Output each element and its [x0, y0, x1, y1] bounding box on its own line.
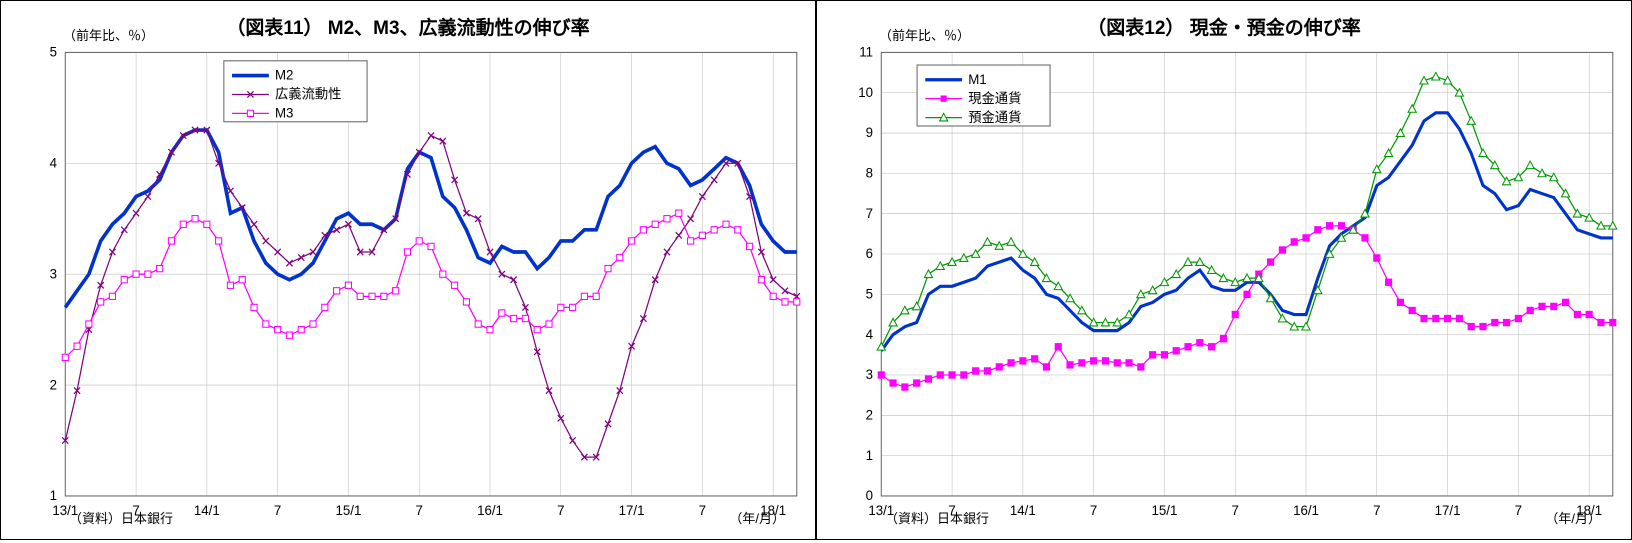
- svg-text:M1: M1: [968, 72, 986, 87]
- chart11-xlabel: （年/月）: [729, 508, 785, 527]
- svg-text:14/1: 14/1: [194, 503, 220, 518]
- svg-text:9: 9: [866, 125, 873, 140]
- svg-text:現金通貨: 現金通貨: [968, 90, 1021, 106]
- svg-text:2: 2: [50, 377, 57, 392]
- svg-text:7: 7: [1373, 503, 1380, 518]
- svg-text:7: 7: [1515, 503, 1522, 518]
- svg-text:17/1: 17/1: [619, 503, 645, 518]
- chart12-svg-wrap: 0123456789101113/1714/1715/1716/1717/171…: [825, 44, 1623, 538]
- svg-text:8: 8: [866, 165, 873, 180]
- svg-text:3: 3: [50, 266, 57, 281]
- svg-text:1: 1: [866, 448, 873, 463]
- svg-text:7: 7: [866, 206, 873, 221]
- chart11-source: （資料）日本銀行: [69, 508, 173, 527]
- chart12-ylabel: （前年比、％）: [879, 25, 970, 44]
- svg-text:10: 10: [858, 85, 873, 100]
- svg-text:6: 6: [866, 246, 873, 261]
- svg-text:7: 7: [1090, 503, 1097, 518]
- svg-text:M3: M3: [275, 105, 293, 120]
- svg-text:17/1: 17/1: [1435, 503, 1461, 518]
- svg-text:16/1: 16/1: [477, 503, 503, 518]
- chart11-panel: （図表11） M2、M3、広義流動性の伸び率 （前年比、％） 1234513/1…: [0, 0, 816, 540]
- svg-text:14/1: 14/1: [1010, 503, 1036, 518]
- svg-text:7: 7: [557, 503, 564, 518]
- svg-text:5: 5: [866, 286, 873, 301]
- svg-text:7: 7: [274, 503, 281, 518]
- svg-text:M2: M2: [275, 68, 293, 83]
- svg-text:5: 5: [50, 44, 57, 59]
- chart12-xlabel: （年/月）: [1545, 508, 1601, 527]
- svg-text:4: 4: [866, 327, 874, 342]
- svg-text:2: 2: [866, 407, 873, 422]
- svg-text:7: 7: [416, 503, 423, 518]
- svg-text:15/1: 15/1: [1151, 503, 1177, 518]
- svg-text:1: 1: [50, 488, 57, 503]
- svg-text:16/1: 16/1: [1293, 503, 1319, 518]
- svg-text:11: 11: [859, 44, 873, 59]
- svg-text:3: 3: [866, 367, 873, 382]
- svg-text:15/1: 15/1: [335, 503, 361, 518]
- svg-text:4: 4: [50, 155, 58, 170]
- svg-text:預金通貨: 預金通貨: [968, 109, 1021, 125]
- chart12-source: （資料）日本銀行: [885, 508, 989, 527]
- chart11-ylabel: （前年比、％）: [63, 25, 154, 44]
- svg-text:7: 7: [699, 503, 706, 518]
- svg-text:7: 7: [1232, 503, 1239, 518]
- chart12-panel: （図表12） 現金・預金の伸び率 （前年比、％） 012345678910111…: [816, 0, 1632, 540]
- svg-text:広義流動性: 広義流動性: [275, 85, 341, 101]
- svg-text:0: 0: [866, 488, 873, 503]
- chart11-svg-wrap: 1234513/1714/1715/1716/1717/1718/1M2広義流動…: [9, 44, 807, 538]
